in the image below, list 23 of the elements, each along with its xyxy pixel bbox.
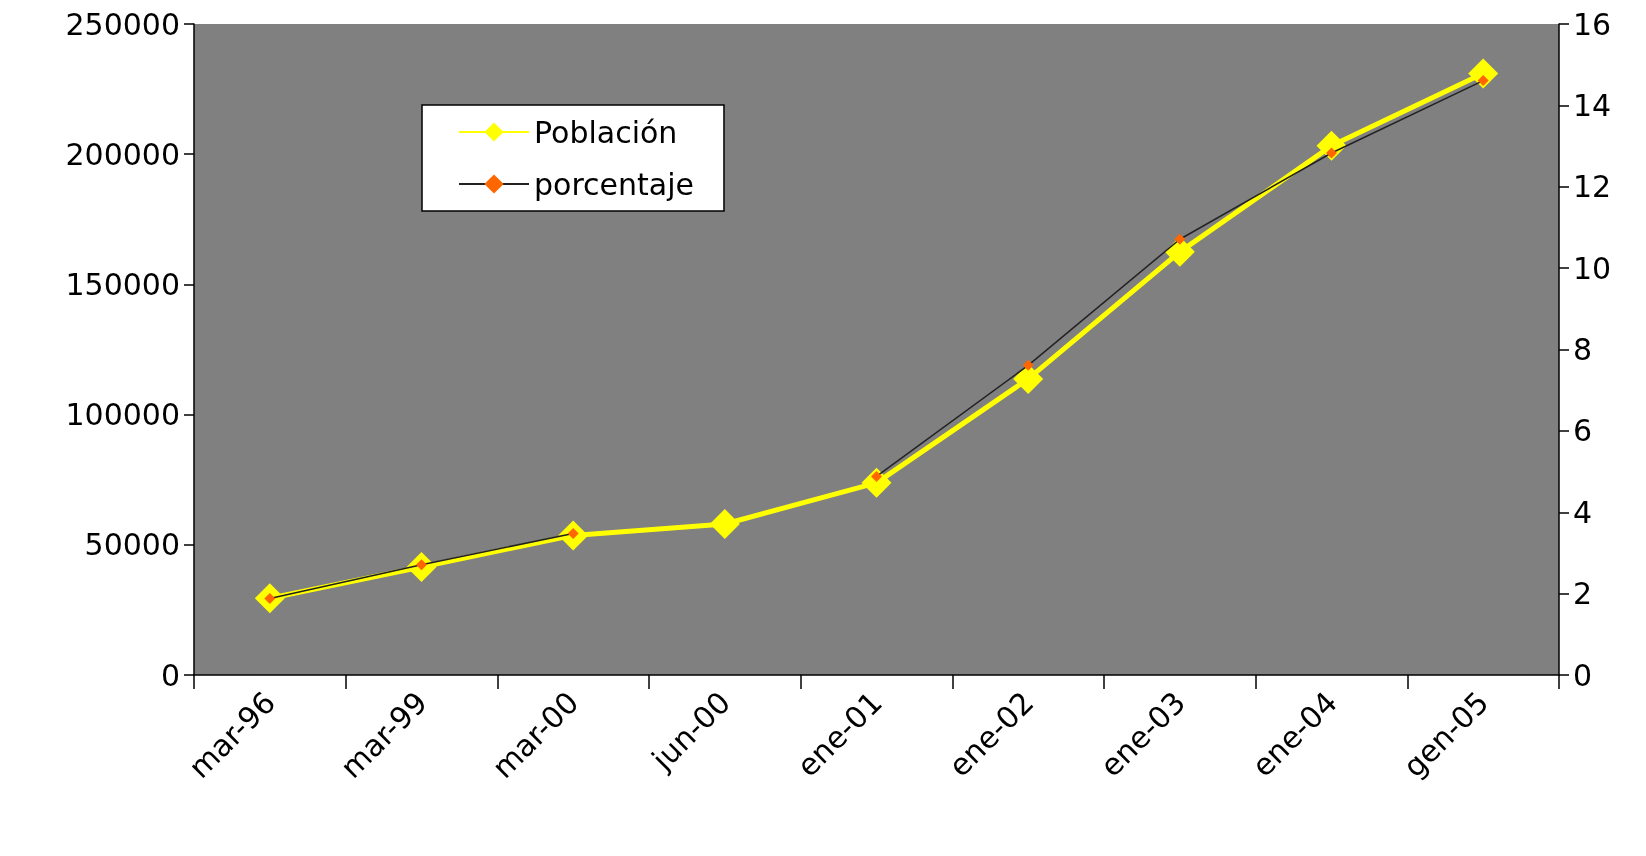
- y2-tick-label: 14: [1573, 87, 1612, 123]
- legend-label: Población: [534, 114, 678, 150]
- y-tick-label: 100000: [65, 397, 180, 433]
- y2-tick-label: 10: [1573, 250, 1612, 286]
- point: [709, 508, 740, 539]
- y2-tick-label: 16: [1573, 6, 1612, 42]
- point: [1022, 359, 1034, 371]
- y2-tick-label: 6: [1573, 413, 1593, 449]
- legend-label: porcentaje: [534, 166, 694, 202]
- y2-tick-label: 8: [1573, 332, 1593, 367]
- y2-tick-label: 2: [1573, 576, 1593, 612]
- y2-tick-label: 0: [1573, 657, 1593, 693]
- point: [1326, 147, 1337, 159]
- y-tick-label: 250000: [65, 6, 180, 42]
- y-tick-label: 150000: [65, 266, 180, 302]
- y2-tick-label: 4: [1573, 494, 1593, 530]
- y-tick-label: 50000: [84, 527, 180, 563]
- point: [1174, 233, 1186, 245]
- point: [1477, 75, 1489, 87]
- point: [871, 470, 882, 482]
- y-tick-label: 0: [160, 657, 180, 693]
- y-tick-label: 200000: [65, 136, 180, 172]
- y2-tick-label: 12: [1573, 169, 1612, 205]
